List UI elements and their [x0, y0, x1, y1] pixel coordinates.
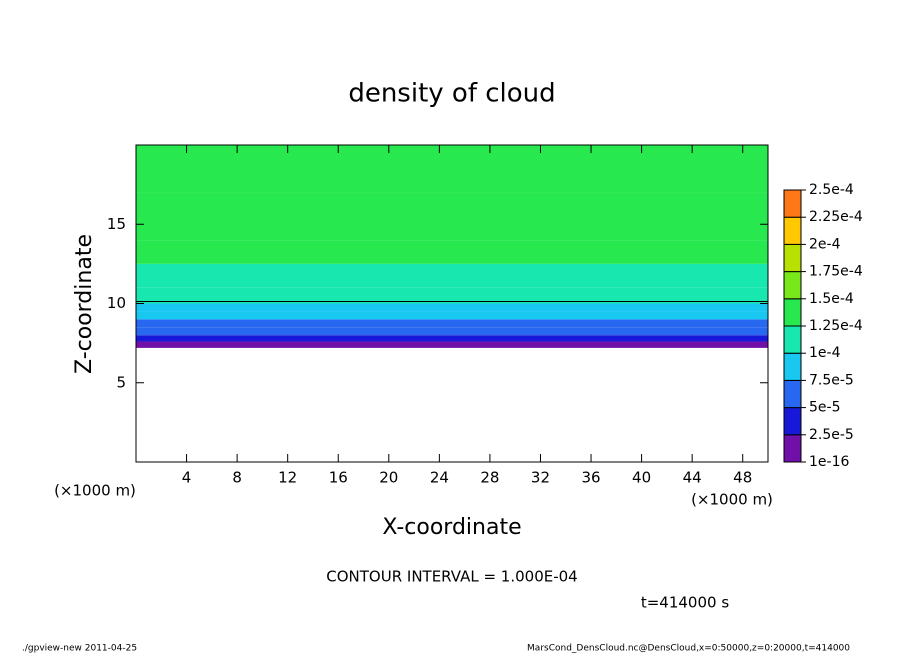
field-band	[136, 303, 768, 312]
colorbar-box	[783, 243, 802, 273]
colorbar-box	[783, 434, 802, 463]
y-tick-label: 10	[107, 294, 126, 312]
x-axis-label: X-coordinate	[382, 515, 521, 540]
y-tick-label: 5	[116, 373, 126, 391]
x-tick-label: 40	[632, 469, 651, 487]
x-tick-label: 32	[531, 469, 550, 487]
field-band	[136, 341, 768, 348]
y-axis-label: Z-coordinate	[72, 234, 97, 374]
x-tick-label: 12	[278, 469, 297, 487]
colorbar-box	[783, 298, 802, 327]
footer-right: MarsCond_DensCloud.nc@DensCloud,x=0:5000…	[527, 644, 850, 654]
x-tick-label: 20	[379, 469, 398, 487]
footer-left: ./gpview-new 2011-04-25	[22, 644, 137, 654]
y-unit: (×1000 m)	[54, 482, 136, 500]
y-tick-label: 15	[107, 215, 126, 233]
x-tick-label: 36	[581, 469, 600, 487]
colorbar-label: 5e-5	[809, 400, 840, 416]
colorbar-box	[783, 352, 802, 381]
colorbar-label: 1.75e-4	[809, 264, 863, 280]
x-tick-label: 24	[430, 469, 449, 487]
chart-title: density of cloud	[348, 79, 555, 109]
colorbar-box	[783, 407, 802, 436]
field-band	[136, 240, 768, 264]
colorbar-label: 2e-4	[809, 236, 841, 252]
x-tick-label: 48	[733, 469, 752, 487]
time-label: t=414000 s	[641, 594, 729, 612]
x-tick-label: 28	[480, 469, 499, 487]
colorbar-box	[783, 189, 802, 218]
colorbar-label: 1e-4	[809, 345, 841, 361]
colorbar-box	[783, 325, 802, 354]
colorbar-label: 2.25e-4	[809, 209, 863, 225]
colorbar-label: 7.5e-5	[809, 372, 854, 388]
colorbar-box	[783, 379, 802, 409]
colorbar-label: 1e-16	[809, 454, 849, 470]
field-band	[136, 335, 768, 342]
field-band	[136, 287, 768, 304]
colorbar-label: 1.5e-4	[809, 291, 854, 307]
x-tick-label: 8	[232, 469, 242, 487]
contour-interval: CONTOUR INTERVAL = 1.000E-04	[326, 568, 577, 586]
field-band	[136, 263, 768, 288]
x-tick-label: 44	[683, 469, 702, 487]
colorbar-label: 1.25e-4	[809, 318, 863, 334]
x-unit: (×1000 m)	[691, 491, 773, 509]
colorbar-label: 2.5e-5	[809, 427, 854, 443]
field-band	[136, 192, 768, 241]
field-band	[136, 319, 768, 328]
colorbar-label: 2.5e-4	[809, 182, 854, 198]
field-band	[136, 311, 768, 320]
colorbar-box	[783, 216, 802, 245]
x-tick-label: 4	[182, 469, 192, 487]
x-tick-label: 16	[329, 469, 348, 487]
field-band	[136, 145, 768, 193]
field-band	[136, 327, 768, 336]
colorbar-box	[783, 271, 802, 300]
